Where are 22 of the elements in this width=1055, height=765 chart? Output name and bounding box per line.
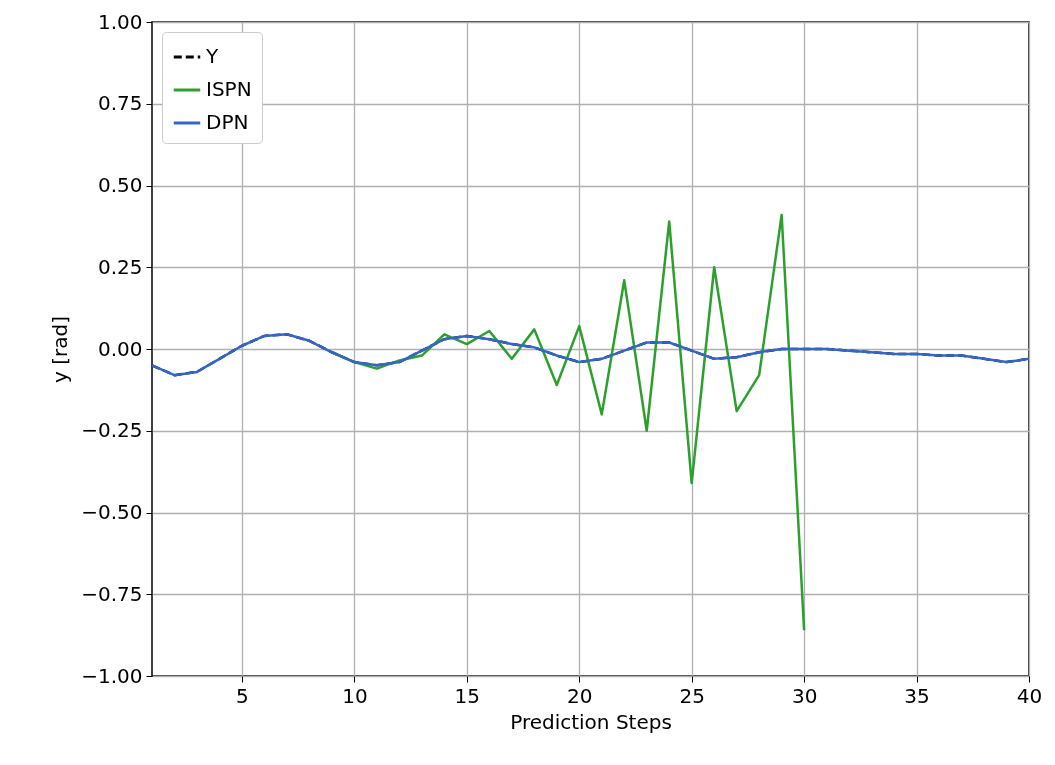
x-tick-label: 10: [342, 683, 368, 708]
x-axis-title: Prediction Steps: [510, 709, 672, 734]
y-tick-label: 0.25: [97, 254, 143, 279]
x-tick-label: 25: [679, 683, 705, 708]
y-tick-label: −0.50: [81, 500, 143, 524]
y-tick-label: 0.00: [97, 336, 143, 361]
x-tick-label: 30: [791, 683, 818, 708]
y-tick-label: −0.75: [81, 581, 143, 606]
x-tick-label: 5: [236, 683, 249, 708]
x-tick-label: 40: [1016, 683, 1043, 708]
y-tick-label: 1.00: [97, 9, 143, 34]
legend-label: DPN: [206, 110, 249, 134]
y-tick-label: 0.75: [97, 91, 143, 116]
y-tick-label: −0.25: [81, 418, 143, 443]
y-axis-title: y [rad]: [48, 316, 73, 383]
y-tick-label: 0.50: [97, 173, 143, 197]
legend-label: Y: [205, 44, 219, 68]
y-tick-label: −1.00: [81, 663, 143, 688]
legend-label: ISPN: [206, 77, 252, 101]
x-tick-label: 15: [454, 683, 481, 708]
x-tick-label: 35: [904, 683, 930, 708]
x-tick-label: 20: [567, 683, 593, 708]
